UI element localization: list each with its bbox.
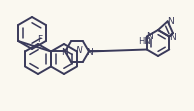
Text: N: N bbox=[167, 17, 174, 26]
Text: HN: HN bbox=[138, 37, 151, 46]
Text: N: N bbox=[87, 48, 93, 57]
Text: N: N bbox=[170, 33, 176, 42]
Text: N: N bbox=[62, 48, 68, 57]
Text: N: N bbox=[76, 46, 82, 55]
Text: N: N bbox=[146, 32, 153, 41]
Text: F: F bbox=[37, 35, 42, 44]
